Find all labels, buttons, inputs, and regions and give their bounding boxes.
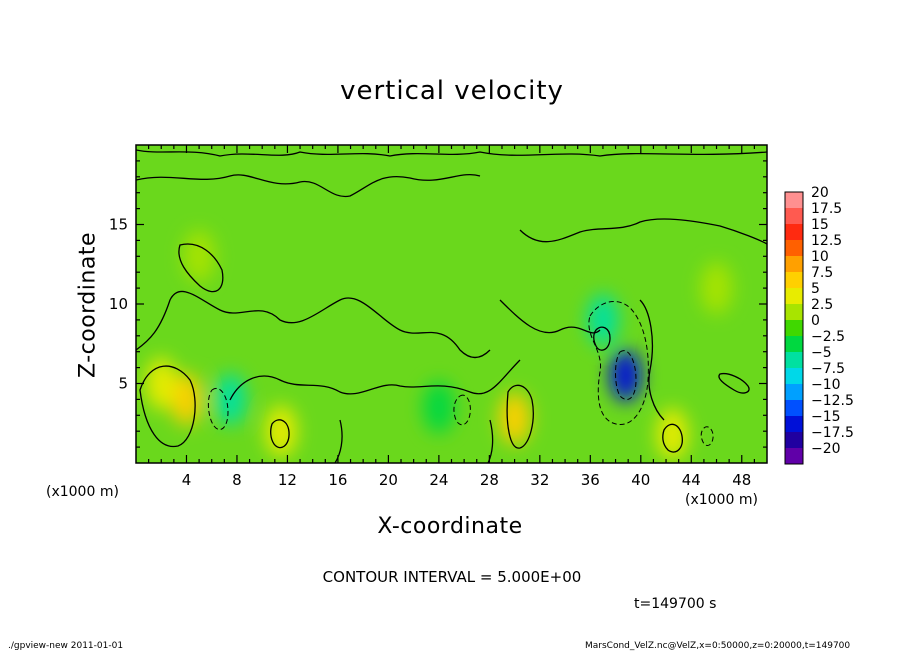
colorbar-swatch	[785, 224, 803, 241]
colorbar-label: 15	[811, 217, 829, 233]
negative-contour-line	[453, 394, 471, 426]
contour-line	[662, 423, 683, 453]
velocity-feature	[183, 230, 216, 283]
x-tick-label: 32	[530, 471, 549, 489]
contour-line	[229, 359, 521, 401]
colorbar-label: −2.5	[811, 329, 845, 345]
x-tick-label: 48	[732, 471, 751, 489]
colorbar-swatch	[785, 352, 803, 369]
negative-contour-line	[700, 426, 714, 446]
footer-program-info: ./gpview-new 2011-01-01	[8, 641, 124, 651]
colorbar-label: −15	[811, 409, 841, 425]
colorbar-label: 2.5	[811, 297, 833, 313]
contour-line	[499, 299, 601, 334]
x-tick-label: 24	[429, 471, 448, 489]
colorbar-swatch	[785, 384, 803, 401]
colorbar-swatch	[785, 368, 803, 385]
velocity-feature	[265, 405, 298, 458]
x-tick-label: 12	[278, 471, 297, 489]
colorbar-swatch	[785, 400, 803, 417]
time-stamp: t=149700 s	[634, 596, 717, 612]
x-tick-label: 40	[631, 471, 650, 489]
x-axis-label: X-coordinate	[377, 514, 523, 539]
negative-contour-line	[615, 350, 637, 400]
colorbar-label: 20	[811, 185, 829, 201]
contour-line	[136, 149, 767, 157]
contour-line	[178, 243, 224, 293]
velocity-feature	[498, 392, 531, 445]
velocity-feature	[145, 357, 178, 410]
x-tick-label: 16	[328, 471, 347, 489]
colorbar-swatch	[785, 256, 803, 273]
colorbar-label: −5	[811, 345, 832, 361]
contour-line	[334, 419, 343, 463]
y-tick-label: 15	[109, 216, 128, 234]
colorbar-frame	[784, 191, 804, 465]
colorbar-label: −12.5	[811, 393, 854, 409]
chart-title: vertical velocity	[340, 76, 564, 106]
contour-line	[593, 326, 611, 351]
x-tick-label: 8	[232, 471, 242, 489]
colorbar-swatch	[785, 432, 803, 449]
colorbar-label: 12.5	[811, 233, 842, 249]
contour-line	[270, 419, 290, 449]
contour-line	[139, 365, 196, 448]
velocity-feature	[700, 262, 733, 315]
velocity-feature	[586, 293, 619, 346]
contour-line	[506, 384, 534, 449]
colorbar-swatch	[785, 208, 803, 225]
contour-line	[136, 290, 491, 359]
colorbar-swatch	[785, 320, 803, 337]
colorbar-label: 7.5	[811, 265, 833, 281]
x-tick-label: 44	[682, 471, 701, 489]
y-tick-label: 10	[109, 295, 128, 313]
x-tick-label: 28	[480, 471, 499, 489]
colorbar-swatch	[785, 448, 803, 465]
colorbar-swatch	[785, 288, 803, 305]
x-tick-label: 36	[581, 471, 600, 489]
colorbar-label: −10	[811, 377, 841, 393]
colorbar-label: 10	[811, 249, 829, 265]
contour-line	[718, 372, 750, 394]
negative-contour-line	[588, 301, 649, 426]
velocity-feature	[422, 381, 455, 434]
colorbar-label: 5	[811, 281, 820, 297]
x-unit-label-left: (x1000 m)	[46, 484, 119, 500]
colorbar-label: 17.5	[811, 201, 842, 217]
contour-line	[136, 174, 481, 198]
x-tick-label: 20	[379, 471, 398, 489]
colorbar-swatch	[785, 240, 803, 257]
colorbar-swatch	[785, 416, 803, 433]
x-tick-label: 4	[182, 471, 192, 489]
colorbar-label: −20	[811, 441, 841, 457]
contour-line	[639, 299, 665, 421]
velocity-feature	[609, 349, 642, 402]
colorbar-swatch	[785, 304, 803, 321]
colorbar-swatch	[785, 272, 803, 289]
y-tick-label: 5	[118, 375, 128, 393]
colorbar-swatch	[785, 192, 803, 209]
contour-interval-note: CONTOUR INTERVAL = 5.000E+00	[322, 568, 582, 586]
x-unit-label-right: (x1000 m)	[685, 492, 758, 508]
colorbar-label: −7.5	[811, 361, 845, 377]
negative-contour-line	[207, 388, 229, 430]
colorbar-label: 0	[811, 313, 820, 329]
contour-line	[519, 218, 767, 245]
colorbar-swatch	[785, 336, 803, 353]
footer-data-source: MarsCond_VelZ.nc@VelZ,x=0:50000,z=0:2000…	[585, 641, 851, 651]
colorbar-label: −17.5	[811, 425, 854, 441]
